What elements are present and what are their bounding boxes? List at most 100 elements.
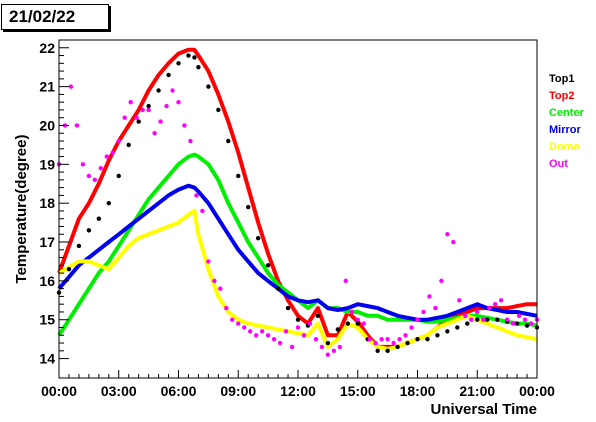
data-point-out bbox=[176, 99, 181, 105]
data-point-out bbox=[200, 208, 205, 214]
legend-entry-top1: Top1 bbox=[549, 73, 574, 85]
x-tick-label: 12:00 bbox=[280, 383, 316, 399]
data-point-top1 bbox=[285, 305, 291, 311]
data-point-out bbox=[475, 309, 480, 315]
legend-entry-mirror: Mirror bbox=[549, 124, 582, 136]
data-point-top1 bbox=[445, 329, 450, 334]
data-point-out bbox=[146, 107, 151, 113]
legend-entry-out: Out bbox=[549, 158, 568, 170]
data-point-out bbox=[122, 115, 127, 120]
data-point-out bbox=[403, 333, 408, 338]
y-tick-label: 18 bbox=[39, 195, 55, 211]
data-point-out bbox=[289, 344, 295, 350]
data-point-top1 bbox=[494, 317, 500, 322]
data-point-out bbox=[271, 336, 277, 342]
data-point-out bbox=[421, 309, 426, 315]
data-point-out bbox=[253, 333, 259, 338]
data-point-top1 bbox=[415, 336, 420, 342]
data-point-out bbox=[415, 317, 420, 322]
data-point-top1 bbox=[126, 142, 131, 148]
data-point-out bbox=[218, 286, 223, 291]
y-tick-label: 15 bbox=[39, 312, 55, 328]
data-point-out bbox=[74, 123, 80, 128]
data-point-out bbox=[319, 344, 325, 350]
data-point-out bbox=[248, 329, 253, 334]
y-tick-label: 22 bbox=[39, 40, 55, 56]
data-point-out bbox=[457, 298, 462, 303]
data-point-top1 bbox=[206, 84, 211, 89]
data-point-out bbox=[510, 321, 516, 326]
data-point-out bbox=[487, 305, 492, 311]
data-point-out bbox=[397, 336, 402, 342]
data-point-out bbox=[463, 313, 468, 319]
data-point-out bbox=[445, 232, 450, 237]
data-point-top1 bbox=[216, 107, 221, 113]
data-point-top1 bbox=[226, 138, 231, 144]
x-tick-label: 09:00 bbox=[220, 383, 256, 399]
data-point-out bbox=[236, 321, 241, 326]
data-point-out bbox=[116, 138, 121, 144]
data-point-out bbox=[164, 103, 169, 109]
data-point-top1 bbox=[146, 103, 151, 109]
data-point-out bbox=[259, 329, 265, 334]
data-point-out bbox=[277, 340, 283, 346]
data-point-out bbox=[134, 115, 139, 120]
data-point-out bbox=[206, 259, 211, 264]
legend: Top1 Top2 Center Mirror Dome Out bbox=[549, 73, 585, 170]
series-line-dome bbox=[57, 208, 538, 351]
y-tick-label: 17 bbox=[39, 234, 55, 250]
data-point-out bbox=[379, 336, 384, 342]
data-point-out bbox=[265, 333, 271, 338]
data-point-out bbox=[331, 348, 337, 354]
data-point-top1 bbox=[475, 317, 480, 322]
series-line-mirror bbox=[57, 183, 538, 322]
data-point-out bbox=[409, 325, 414, 330]
data-point-top1 bbox=[295, 317, 301, 322]
data-point-out bbox=[367, 336, 372, 342]
plot-marks bbox=[56, 47, 540, 357]
data-point-out bbox=[152, 131, 157, 136]
x-tick-label: 00:00 bbox=[41, 383, 77, 399]
data-point-out bbox=[528, 321, 534, 326]
series-top1 bbox=[56, 53, 540, 354]
data-point-top1 bbox=[116, 173, 121, 179]
data-point-out bbox=[242, 325, 247, 330]
data-point-out bbox=[194, 193, 199, 198]
data-point-top1 bbox=[465, 321, 470, 326]
data-point-out bbox=[373, 340, 378, 346]
data-point-top1 bbox=[275, 286, 281, 291]
data-point-out bbox=[492, 301, 498, 307]
data-point-top1 bbox=[345, 321, 350, 326]
data-point-out bbox=[68, 84, 74, 89]
data-point-out bbox=[224, 305, 229, 311]
data-point-top1 bbox=[455, 325, 460, 330]
data-point-out bbox=[325, 352, 331, 357]
data-point-out bbox=[104, 154, 110, 159]
data-point-top1 bbox=[86, 228, 92, 233]
data-point-top1 bbox=[255, 235, 261, 241]
data-point-top1 bbox=[485, 317, 490, 322]
data-point-out bbox=[301, 333, 307, 338]
data-point-out bbox=[451, 239, 456, 245]
data-point-top1 bbox=[514, 321, 520, 326]
y-tick-label: 16 bbox=[39, 273, 55, 289]
data-point-out bbox=[361, 321, 366, 326]
data-point-top1 bbox=[186, 53, 191, 58]
data-point-top1 bbox=[176, 61, 181, 66]
y-tick-label: 20 bbox=[39, 117, 55, 133]
data-point-out bbox=[86, 173, 92, 179]
axes: 00:00 03:00 06:00 09:00 12:00 15:00 18:00 21:00… bbox=[39, 39, 555, 399]
data-point-top1 bbox=[192, 55, 197, 60]
data-point-top1 bbox=[385, 348, 390, 354]
data-point-out bbox=[158, 119, 163, 124]
legend-entry-center: Center bbox=[549, 107, 585, 119]
data-point-top1 bbox=[335, 327, 341, 332]
y-tick-label: 21 bbox=[39, 79, 55, 95]
data-point-out bbox=[385, 336, 390, 342]
data-point-top1 bbox=[435, 333, 440, 338]
data-point-out bbox=[469, 317, 474, 322]
data-point-out bbox=[498, 298, 504, 303]
data-point-out bbox=[140, 107, 145, 113]
data-point-top1 bbox=[375, 348, 380, 354]
data-point-top1 bbox=[76, 243, 82, 249]
